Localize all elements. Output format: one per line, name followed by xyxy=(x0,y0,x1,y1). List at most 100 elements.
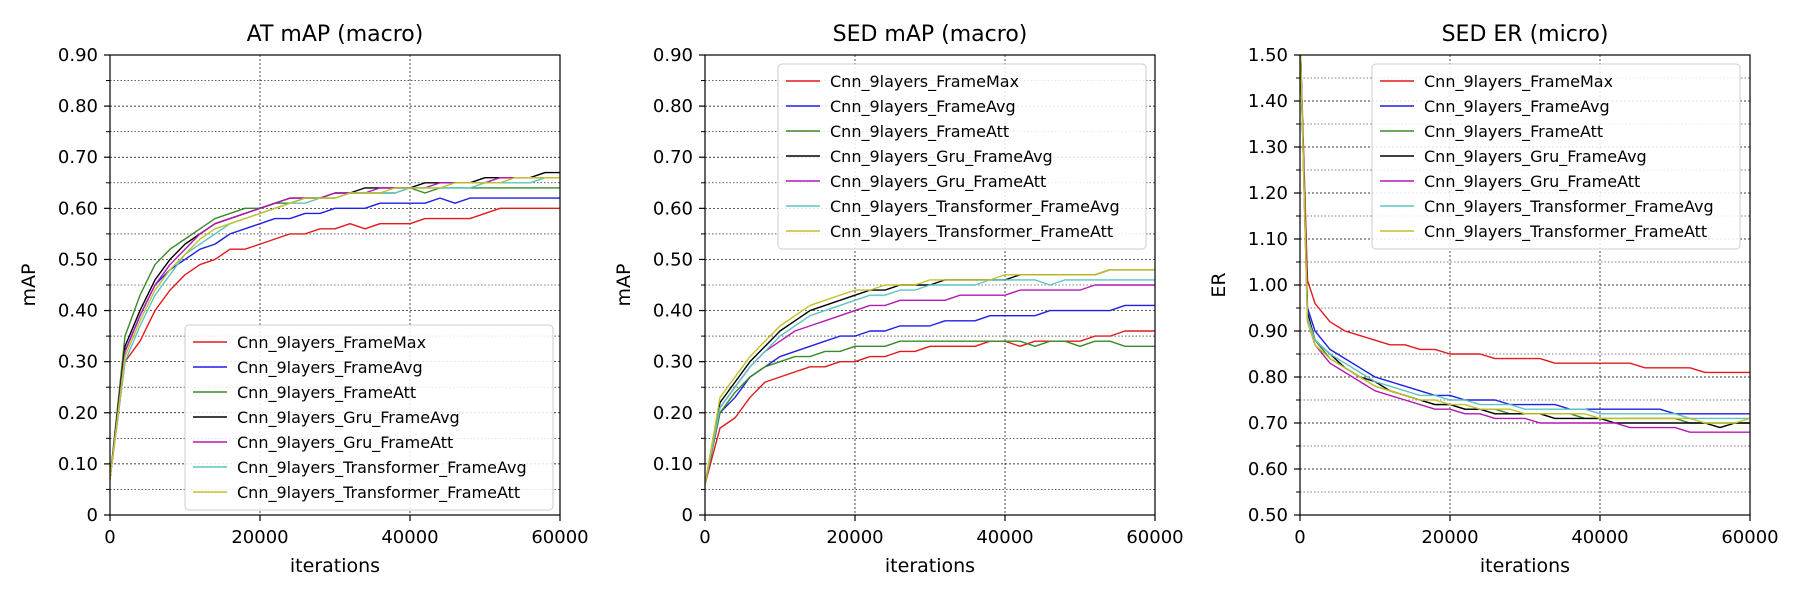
series-line-5 xyxy=(705,284,1155,485)
y-tick-label: 0.50 xyxy=(653,249,693,270)
y-tick-label: 1.00 xyxy=(1248,275,1288,296)
chart-1: 0 0.10 0.20 0.30 0.40 0.50 0.60 0.70 0.80 0.90 0 20… xyxy=(18,22,589,577)
y-tick-label: 0 xyxy=(87,505,98,526)
series-group xyxy=(110,171,560,480)
y-tick-label: 0.40 xyxy=(653,301,693,322)
x-tick-label: 20000 xyxy=(1421,527,1478,548)
legend-box xyxy=(777,63,1147,250)
series-line-7 xyxy=(110,176,560,480)
y-axis-label: mAP xyxy=(613,264,635,307)
y-tick-label: 0.90 xyxy=(1248,321,1288,342)
x-tick-label: 60000 xyxy=(1721,527,1778,548)
x-tick-label: 40000 xyxy=(381,527,438,548)
legend-entry: Cnn_9layers_Gru_FrameAtt xyxy=(830,172,1046,192)
x-tick-label: 40000 xyxy=(1571,527,1628,548)
legend-box xyxy=(184,324,554,511)
legend: Cnn_9layers_FrameMax Cnn_9layers_FrameAvg… xyxy=(184,324,554,511)
y-tick-label: 0.30 xyxy=(58,352,98,373)
series-line-1 xyxy=(705,330,1155,485)
y-tick-label: 1.10 xyxy=(1248,229,1288,250)
legend-entry: Cnn_9layers_FrameAvg xyxy=(830,97,1016,117)
y-tick-label: 0.20 xyxy=(653,403,693,424)
y-tick-label: 1.30 xyxy=(1248,137,1288,158)
y-tick-label: 0.60 xyxy=(58,198,98,219)
legend-entry: Cnn_9layers_Transformer_FrameAtt xyxy=(237,483,520,503)
series-line-2 xyxy=(705,304,1155,485)
chart-title: AT mAP (macro) xyxy=(247,22,424,47)
x-tick-label: 0 xyxy=(699,527,710,548)
x-axis-label: iterations xyxy=(885,555,975,577)
chart-title: SED ER (micro) xyxy=(1442,22,1609,47)
chart-title: SED mAP (macro) xyxy=(833,22,1028,47)
x-tick-label: 40000 xyxy=(976,527,1033,548)
legend-entry: Cnn_9layers_FrameAvg xyxy=(237,358,423,378)
y-tick-label: 0.70 xyxy=(653,147,693,168)
chart-2: 0 0.10 0.20 0.30 0.40 0.50 0.60 0.70 0.80 0.90 0 20… xyxy=(613,22,1184,577)
series-line-1 xyxy=(110,207,560,480)
y-tick-label: 1.20 xyxy=(1248,183,1288,204)
y-tick-label: 0.10 xyxy=(653,454,693,475)
x-tick-label: 60000 xyxy=(531,527,588,548)
legend-entry: Cnn_9layers_Transformer_FrameAvg xyxy=(1424,197,1714,217)
legend-entry: Cnn_9layers_FrameMax xyxy=(237,333,426,353)
legend-entry: Cnn_9layers_Transformer_FrameAvg xyxy=(237,458,527,478)
legend-entry: Cnn_9layers_Gru_FrameAtt xyxy=(1424,172,1640,192)
y-axis-label: ER xyxy=(1208,272,1230,297)
legend-entry: Cnn_9layers_Transformer_FrameAtt xyxy=(830,222,1113,242)
y-tick-label: 1.50 xyxy=(1248,45,1288,66)
legend-entry: Cnn_9layers_Gru_FrameAvg xyxy=(237,408,460,428)
x-axis-label: iterations xyxy=(290,555,380,577)
series-line-4 xyxy=(705,268,1155,485)
series-line-2 xyxy=(110,197,560,480)
legend-entry: Cnn_9layers_FrameAvg xyxy=(1424,97,1610,117)
x-tick-label: 20000 xyxy=(826,527,883,548)
plot-frame xyxy=(109,54,561,516)
legend-entry: Cnn_9layers_FrameMax xyxy=(1424,72,1613,92)
y-tick-label: 0.50 xyxy=(58,249,98,270)
legend-entry: Cnn_9layers_FrameAtt xyxy=(237,383,416,403)
y-tick-label: 0.40 xyxy=(58,301,98,322)
legend-entry: Cnn_9layers_FrameMax xyxy=(830,72,1019,92)
legend-entry: Cnn_9layers_Gru_FrameAvg xyxy=(830,147,1053,167)
y-tick-label: 0.70 xyxy=(1248,413,1288,434)
x-tick-label: 20000 xyxy=(231,527,288,548)
legend-entry: Cnn_9layers_Gru_FrameAvg xyxy=(1424,147,1647,167)
y-tick-label: 0.60 xyxy=(1248,459,1288,480)
series-line-3 xyxy=(705,340,1155,485)
series-line-6 xyxy=(1300,55,1750,420)
y-tick-label: 0.30 xyxy=(653,352,693,373)
x-tick-label: 60000 xyxy=(1126,527,1183,548)
legend: Cnn_9layers_FrameMax Cnn_9layers_FrameAvg… xyxy=(777,63,1147,250)
series-line-1 xyxy=(1300,55,1750,374)
y-tick-label: 1.40 xyxy=(1248,91,1288,112)
series-line-5 xyxy=(1300,55,1750,433)
y-tick-label: 0.10 xyxy=(58,454,98,475)
x-tick-label: 0 xyxy=(1294,527,1305,548)
y-tick-label: 0.50 xyxy=(1248,505,1288,526)
legend-box xyxy=(1371,63,1741,250)
legend-entry: Cnn_9layers_Transformer_FrameAvg xyxy=(830,197,1120,217)
x-tick-label: 0 xyxy=(104,527,115,548)
y-tick-label: 0.90 xyxy=(653,45,693,66)
series-group xyxy=(1300,55,1750,433)
y-tick-label: 0.60 xyxy=(653,198,693,219)
series-line-2 xyxy=(1300,55,1750,415)
series-line-7 xyxy=(1300,55,1750,424)
series-group xyxy=(705,268,1155,485)
series-line-6 xyxy=(705,279,1155,485)
y-axis-label: mAP xyxy=(18,264,40,307)
legend-entry: Cnn_9layers_FrameAtt xyxy=(1424,122,1603,142)
y-tick-label: 0.80 xyxy=(58,96,98,117)
legend-entry: Cnn_9layers_Transformer_FrameAtt xyxy=(1424,222,1707,242)
legend-entry: Cnn_9layers_FrameAtt xyxy=(830,122,1009,142)
y-tick-label: 0.80 xyxy=(653,96,693,117)
x-axis-label: iterations xyxy=(1480,555,1570,577)
y-tick-label: 0.70 xyxy=(58,147,98,168)
y-tick-label: 0.20 xyxy=(58,403,98,424)
y-tick-label: 0 xyxy=(682,505,693,526)
y-tick-label: 0.80 xyxy=(1248,367,1288,388)
legend: Cnn_9layers_FrameMax Cnn_9layers_FrameAvg… xyxy=(1371,63,1741,250)
legend-entry: Cnn_9layers_Gru_FrameAtt xyxy=(237,433,453,453)
series-line-7 xyxy=(705,268,1155,485)
